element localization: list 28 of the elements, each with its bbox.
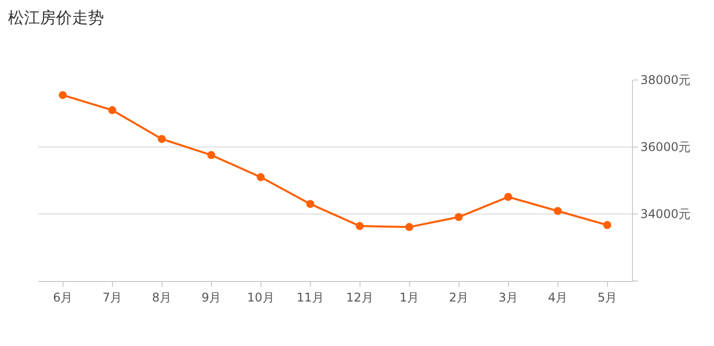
x-tick-label: 2月 xyxy=(448,290,469,304)
x-tick-label: 11月 xyxy=(296,290,324,304)
point xyxy=(603,221,612,230)
point xyxy=(356,222,364,230)
point xyxy=(405,223,414,232)
x-tick-label: 5月 xyxy=(597,290,618,304)
y-tick-label: 36000元 xyxy=(640,140,691,154)
y-tick-label: 38000元 xyxy=(640,73,691,88)
y-tick-label: 34000元 xyxy=(640,207,691,222)
point xyxy=(454,213,463,222)
point xyxy=(306,200,314,208)
point xyxy=(207,151,216,160)
x-tick-label: 6月 xyxy=(52,290,73,304)
point xyxy=(58,91,67,100)
x-tick-label: 7月 xyxy=(102,290,122,304)
chart-title: 松江房价走势 xyxy=(8,8,104,28)
point xyxy=(256,173,265,182)
point xyxy=(554,206,562,215)
x-tick-label: 10月 xyxy=(247,290,274,304)
x-tick-label: 9月 xyxy=(201,290,222,304)
point xyxy=(504,192,512,201)
point xyxy=(108,106,116,114)
x-tick-label: 8月 xyxy=(152,290,172,304)
point xyxy=(158,134,166,143)
x-tick-label: 12月 xyxy=(346,290,374,304)
x-tick-label: 3月 xyxy=(498,290,518,304)
x-tick-label: 1月 xyxy=(399,290,420,304)
x-tick-label: 4月 xyxy=(548,290,568,304)
